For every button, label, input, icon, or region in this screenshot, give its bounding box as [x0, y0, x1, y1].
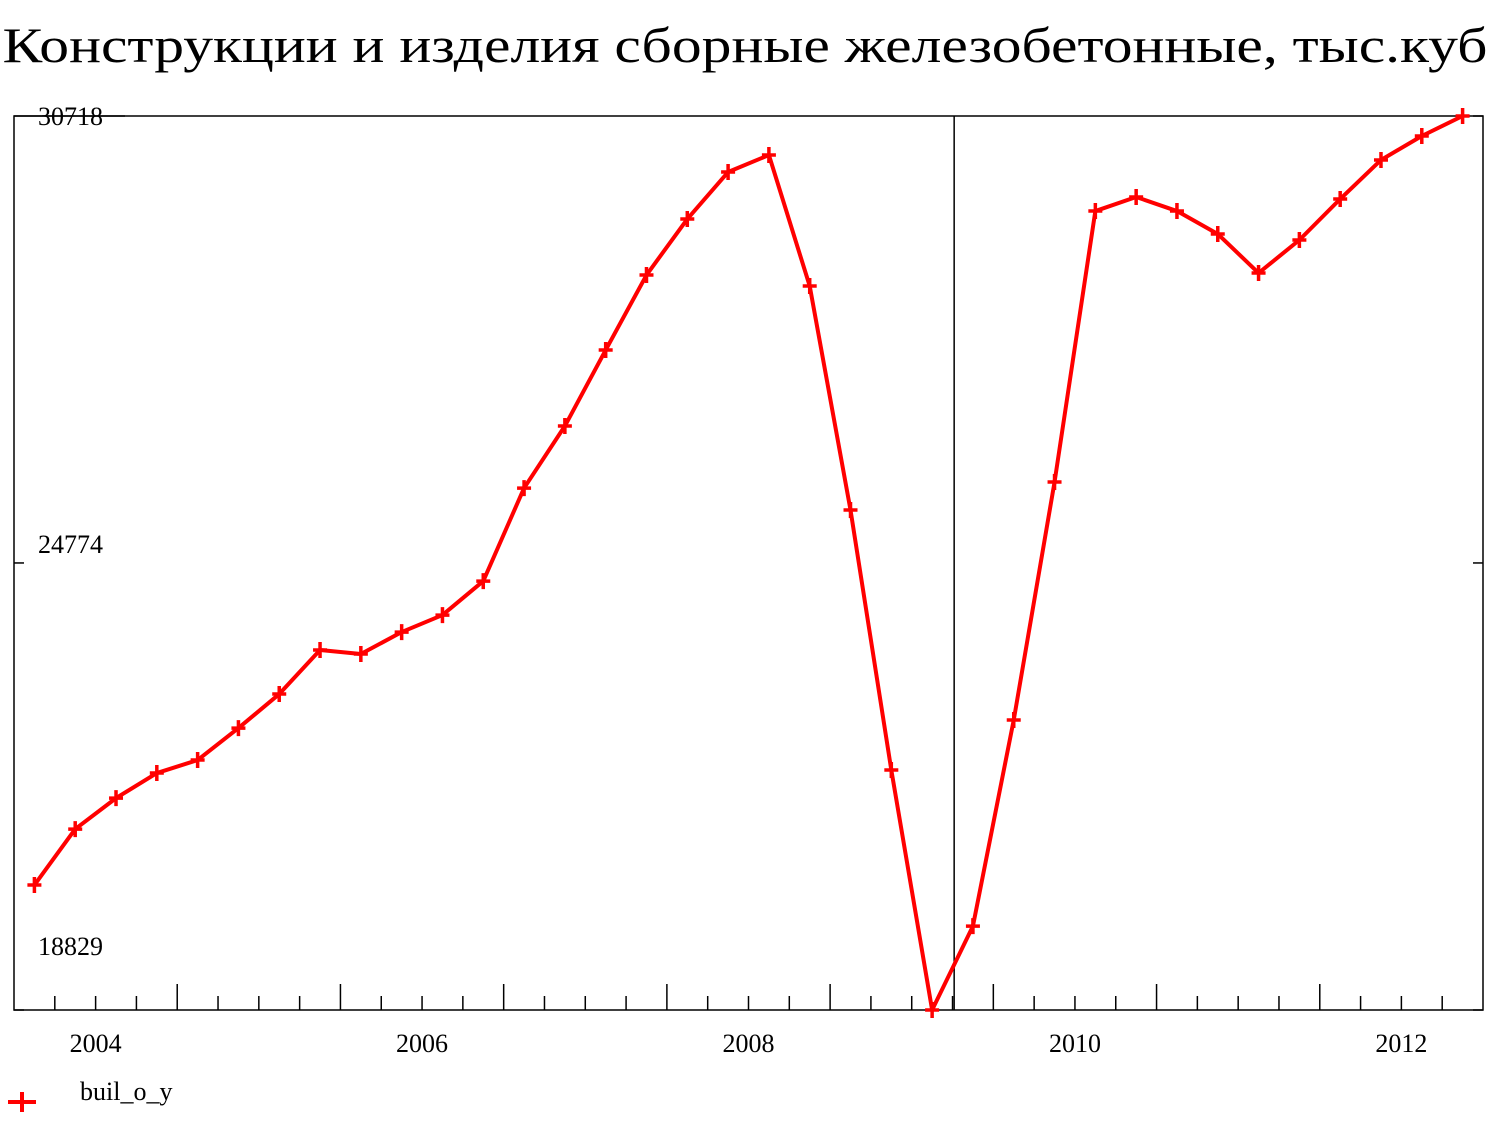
x-tick-label: 2010 [1049, 1029, 1101, 1058]
point-marker [1047, 474, 1062, 491]
point-marker [965, 918, 980, 935]
point-marker [721, 164, 736, 181]
point-marker [517, 480, 532, 497]
point-marker [272, 686, 287, 703]
y-tick-label: 24774 [38, 530, 103, 559]
x-tick-label: 2006 [396, 1029, 448, 1058]
point-marker [435, 607, 450, 624]
point-marker [557, 418, 572, 435]
series-line [32, 114, 1464, 1012]
point-marker [884, 762, 899, 779]
point-marker [394, 624, 409, 641]
point-marker [1129, 188, 1144, 205]
point-marker [1210, 225, 1225, 242]
point-marker [925, 1002, 940, 1018]
x-tick-label: 2008 [723, 1029, 775, 1058]
point-marker [109, 790, 124, 807]
point-marker [149, 765, 164, 782]
point-marker [190, 752, 205, 769]
point-marker [598, 342, 613, 359]
point-marker [313, 642, 328, 659]
point-marker [1006, 712, 1021, 729]
point-marker [476, 573, 491, 590]
legend-marker [8, 1092, 36, 1112]
point-marker [802, 278, 817, 295]
point-marker [353, 646, 368, 663]
y-tick-label: 18829 [38, 932, 103, 961]
point-marker [1414, 128, 1429, 145]
legend-label: buil_o_y [80, 1077, 172, 1106]
y-tick-label: 30718 [38, 102, 103, 131]
point-marker [843, 502, 858, 519]
point-marker [68, 821, 83, 838]
point-marker [1251, 265, 1266, 282]
point-marker [1455, 108, 1470, 124]
point-marker [27, 877, 42, 894]
point-marker [1292, 231, 1307, 248]
point-marker [1333, 191, 1348, 208]
chart-title: Конструкции и изделия сборные железобето… [3, 17, 1488, 73]
point-marker [1373, 151, 1388, 168]
point-marker [1088, 203, 1103, 220]
point-marker [231, 720, 246, 737]
point-marker [680, 211, 695, 228]
point-marker [639, 267, 654, 284]
point-marker [761, 147, 776, 164]
x-tick-label: 2012 [1375, 1029, 1427, 1058]
x-tick-label: 2004 [70, 1029, 122, 1058]
point-marker [1169, 203, 1184, 220]
plot-frame [13, 115, 1484, 1011]
